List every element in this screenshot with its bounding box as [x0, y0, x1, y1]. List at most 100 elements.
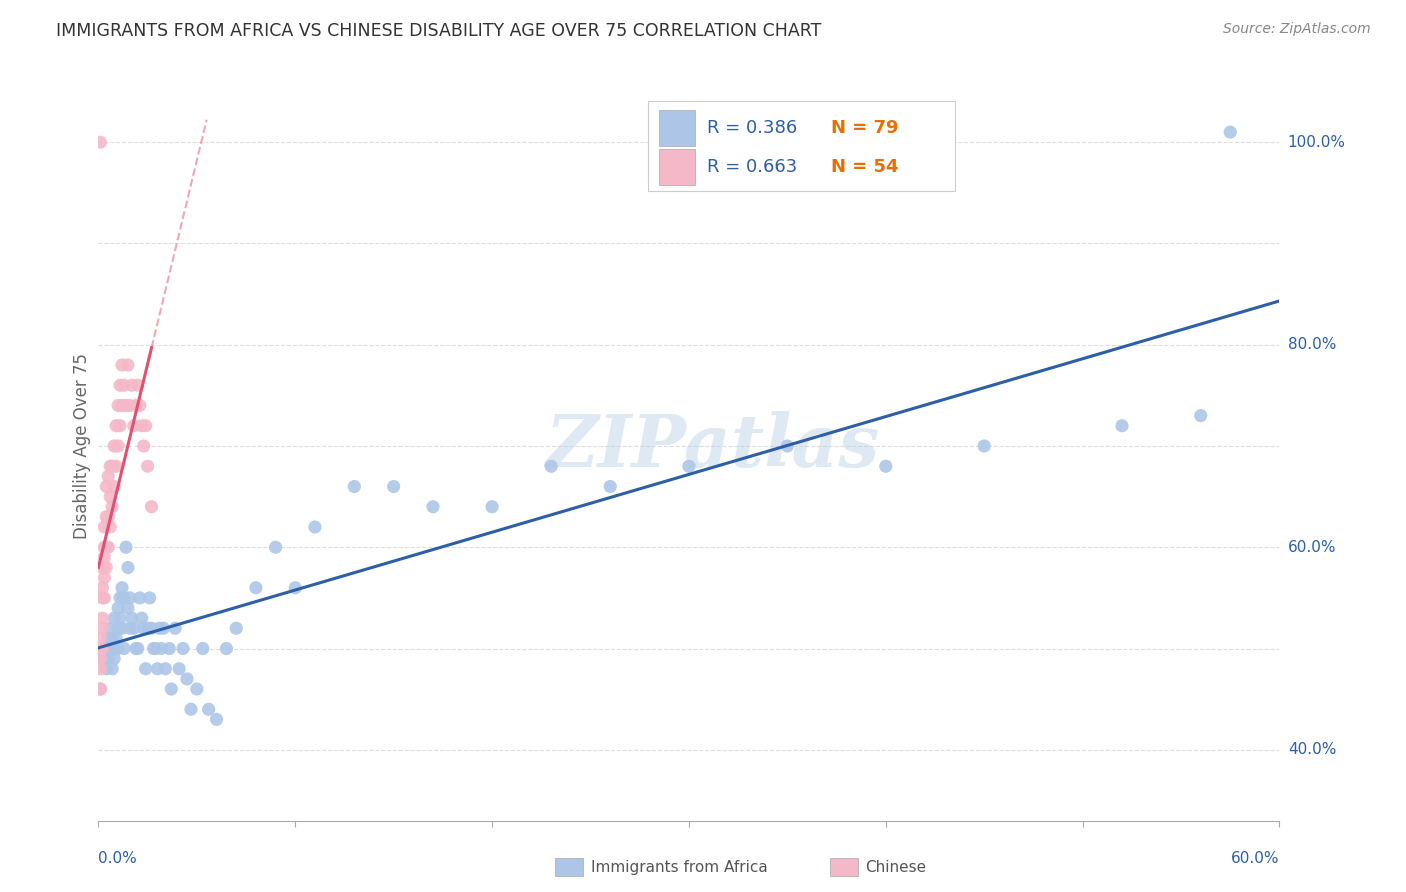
Point	[103, 439, 125, 453]
Point	[105, 459, 128, 474]
Point	[180, 702, 202, 716]
Point	[93, 520, 115, 534]
Point	[1189, 409, 1212, 423]
Point	[172, 641, 194, 656]
Point	[118, 621, 141, 635]
Point	[93, 571, 115, 585]
FancyBboxPatch shape	[659, 149, 695, 186]
Point	[107, 399, 129, 413]
Point	[111, 621, 134, 635]
Point	[136, 459, 159, 474]
Point	[111, 399, 134, 413]
Point	[197, 702, 219, 716]
Point	[108, 378, 131, 392]
Point	[98, 490, 121, 504]
Point	[97, 632, 120, 646]
Text: Immigrants from Africa: Immigrants from Africa	[591, 860, 768, 874]
Point	[96, 509, 118, 524]
Point	[107, 601, 129, 615]
Point	[245, 581, 267, 595]
Point	[165, 621, 187, 635]
Point	[875, 459, 897, 474]
Point	[117, 601, 139, 615]
Point	[101, 500, 124, 514]
Point	[264, 541, 287, 555]
Point	[125, 641, 148, 656]
Text: R = 0.386: R = 0.386	[707, 119, 797, 136]
Point	[115, 541, 138, 555]
Y-axis label: Disability Age Over 75: Disability Age Over 75	[73, 353, 91, 539]
Point	[97, 469, 120, 483]
Point	[125, 399, 148, 413]
Point	[157, 641, 180, 656]
Point	[128, 399, 150, 413]
Text: Source: ZipAtlas.com: Source: ZipAtlas.com	[1223, 22, 1371, 37]
Point	[96, 662, 118, 676]
Point	[96, 541, 118, 555]
Point	[93, 550, 115, 565]
Point	[98, 641, 121, 656]
FancyBboxPatch shape	[648, 102, 955, 191]
Point	[128, 591, 150, 605]
Point	[136, 621, 159, 635]
Text: Chinese: Chinese	[865, 860, 925, 874]
Text: 100.0%: 100.0%	[1288, 135, 1346, 150]
Point	[91, 581, 114, 595]
Point	[540, 459, 562, 474]
Point	[107, 641, 129, 656]
Point	[103, 611, 125, 625]
Point	[107, 621, 129, 635]
Point	[91, 651, 114, 665]
Point	[101, 632, 124, 646]
Point	[89, 681, 111, 696]
Point	[481, 500, 503, 514]
Point	[105, 632, 128, 646]
Point	[97, 541, 120, 555]
Point	[191, 641, 214, 656]
Point	[155, 662, 177, 676]
Text: N = 54: N = 54	[831, 158, 898, 177]
Point	[284, 581, 307, 595]
Text: N = 79: N = 79	[831, 119, 898, 136]
Point	[97, 651, 120, 665]
Text: ZIPatlas: ZIPatlas	[546, 410, 880, 482]
Point	[112, 641, 135, 656]
Point	[89, 651, 111, 665]
Point	[160, 681, 183, 696]
Point	[107, 439, 129, 453]
Point	[97, 641, 120, 656]
Point	[98, 459, 121, 474]
Point	[135, 418, 157, 433]
Point	[93, 541, 115, 555]
Point	[96, 641, 118, 656]
Point	[205, 712, 228, 726]
Point	[142, 641, 165, 656]
Point	[111, 581, 134, 595]
Text: IMMIGRANTS FROM AFRICA VS CHINESE DISABILITY AGE OVER 75 CORRELATION CHART: IMMIGRANTS FROM AFRICA VS CHINESE DISABI…	[56, 22, 821, 40]
Point	[89, 135, 111, 149]
Point	[117, 358, 139, 372]
Text: 80.0%: 80.0%	[1288, 337, 1336, 352]
Point	[343, 479, 366, 493]
Point	[101, 641, 124, 656]
Point	[122, 418, 145, 433]
Point	[98, 520, 121, 534]
Point	[1219, 125, 1241, 139]
Text: 0.0%: 0.0%	[98, 851, 138, 866]
Point	[150, 641, 173, 656]
Point	[186, 681, 208, 696]
Point	[115, 399, 138, 413]
Point	[121, 611, 143, 625]
Point	[146, 662, 169, 676]
Point	[141, 500, 163, 514]
Point	[96, 560, 118, 574]
Point	[131, 611, 153, 625]
Point	[108, 591, 131, 605]
Point	[101, 459, 124, 474]
Point	[422, 500, 444, 514]
Point	[138, 591, 160, 605]
Point	[1111, 418, 1133, 433]
Point	[117, 560, 139, 574]
Point	[89, 662, 111, 676]
Point	[91, 641, 114, 656]
